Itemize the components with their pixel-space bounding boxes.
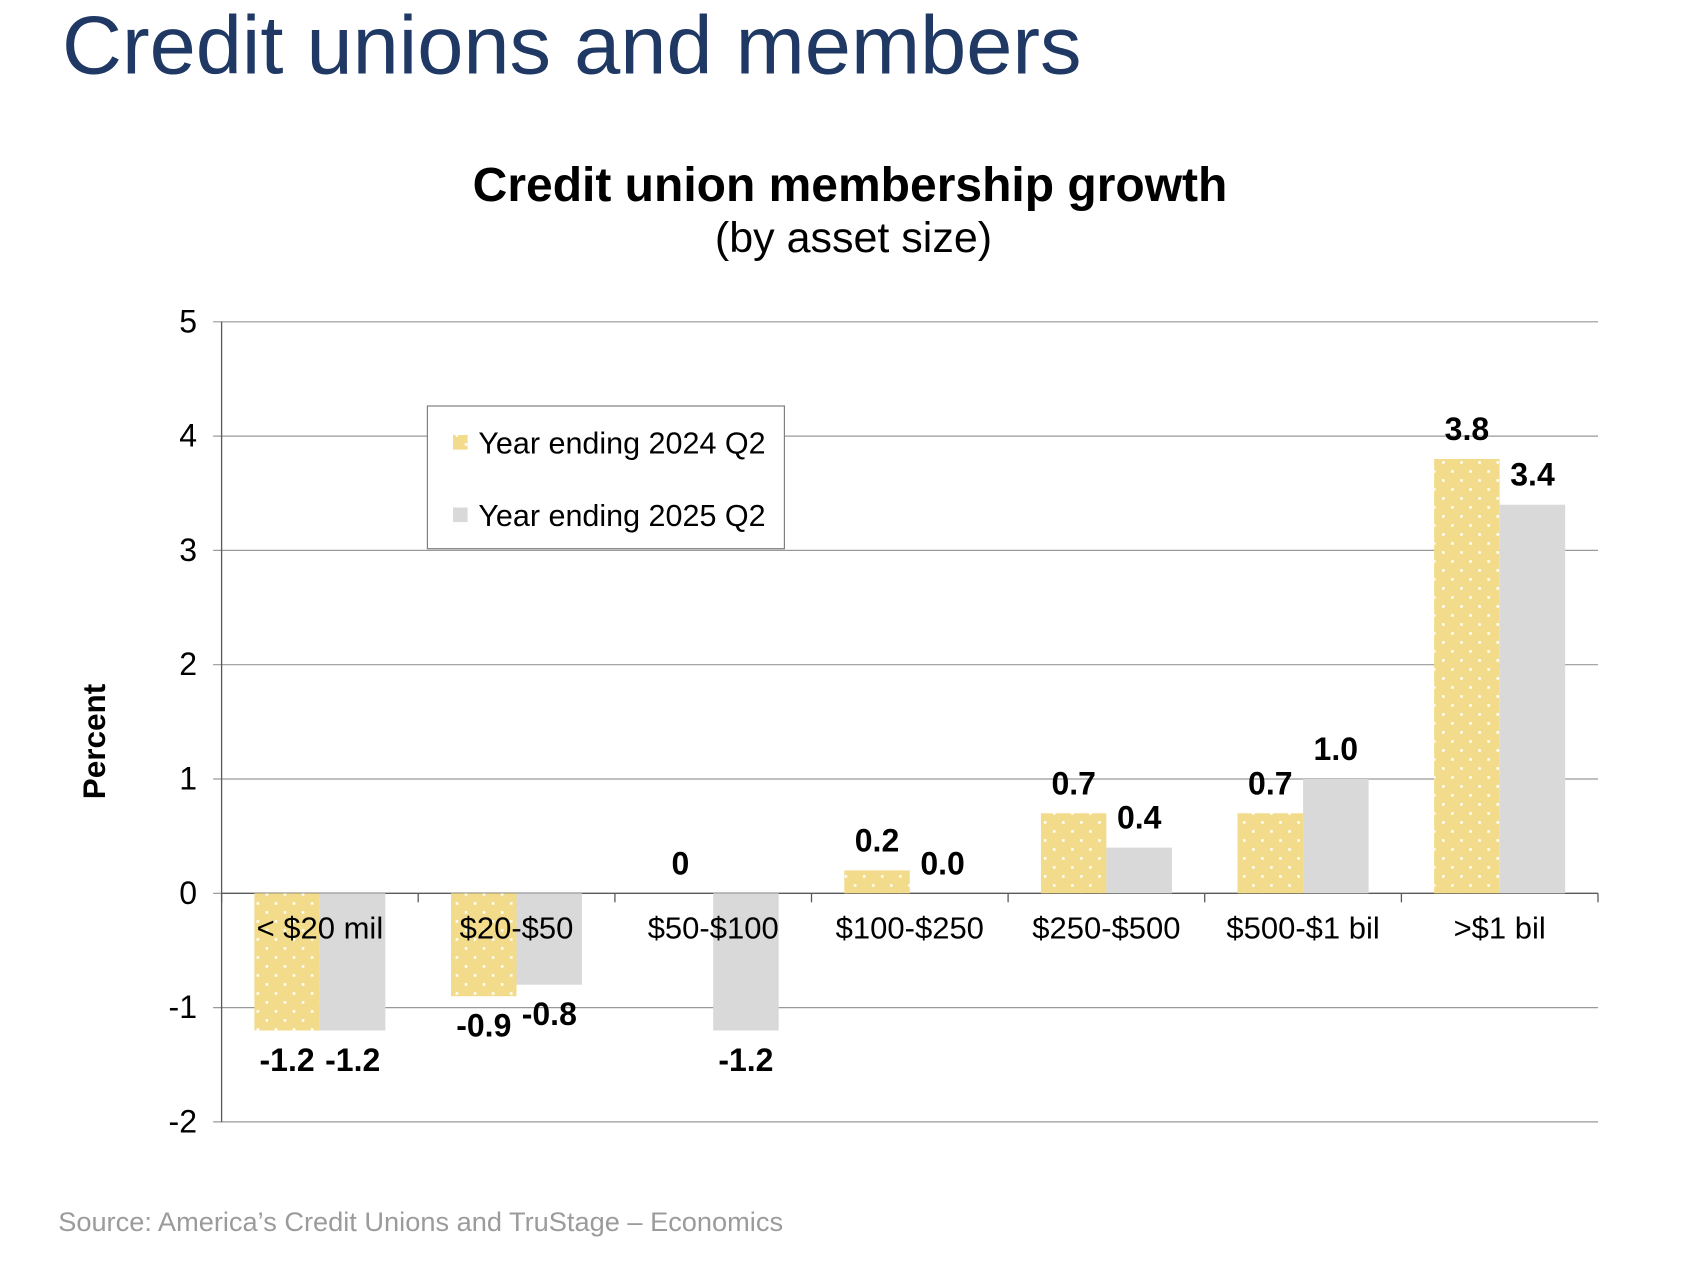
svg-text:Credit union membership growth: Credit union membership growth <box>473 159 1228 212</box>
svg-text:-1.2: -1.2 <box>260 1042 315 1078</box>
svg-text:0.0: 0.0 <box>920 845 964 881</box>
svg-text:Percent: Percent <box>76 683 112 799</box>
svg-text:$20-$50: $20-$50 <box>460 911 574 946</box>
svg-text:0: 0 <box>672 845 690 881</box>
svg-text:Source: America’s Credit Union: Source: America’s Credit Unions and TruS… <box>58 1206 783 1237</box>
svg-text:3.4: 3.4 <box>1510 457 1555 493</box>
svg-text:$50-$100: $50-$100 <box>648 911 779 946</box>
svg-text:$500-$1 bil: $500-$1 bil <box>1226 911 1379 946</box>
svg-text:$250-$500: $250-$500 <box>1032 911 1180 946</box>
svg-text:0.4: 0.4 <box>1117 800 1162 836</box>
svg-text:>$1 bil: >$1 bil <box>1454 911 1546 946</box>
svg-text:0.2: 0.2 <box>855 822 899 858</box>
svg-text:5: 5 <box>179 303 197 339</box>
svg-text:2: 2 <box>179 646 197 682</box>
svg-text:Year ending 2025 Q2: Year ending 2025 Q2 <box>478 499 765 533</box>
svg-text:0.7: 0.7 <box>1051 765 1095 801</box>
svg-text:-1.2: -1.2 <box>718 1042 773 1078</box>
svg-text:1: 1 <box>179 761 197 797</box>
svg-text:-0.9: -0.9 <box>456 1008 511 1044</box>
svg-text:0.7: 0.7 <box>1248 765 1292 801</box>
svg-text:-1: -1 <box>169 989 197 1025</box>
svg-text:3: 3 <box>179 532 197 568</box>
svg-text:-0.8: -0.8 <box>522 996 577 1032</box>
svg-text:-1.2: -1.2 <box>325 1042 380 1078</box>
svg-text:4: 4 <box>179 418 197 454</box>
svg-text:3.8: 3.8 <box>1445 411 1489 447</box>
svg-text:$100-$250: $100-$250 <box>836 911 984 946</box>
svg-text:0: 0 <box>179 875 197 911</box>
svg-text:Credit unions and members: Credit unions and members <box>62 0 1082 92</box>
svg-text:-2: -2 <box>169 1103 197 1139</box>
svg-text:Year ending 2024 Q2: Year ending 2024 Q2 <box>478 427 765 461</box>
svg-text:1.0: 1.0 <box>1314 731 1358 767</box>
svg-text:(by asset size): (by asset size) <box>715 214 992 262</box>
svg-text:< $20 mil: < $20 mil <box>257 911 384 946</box>
